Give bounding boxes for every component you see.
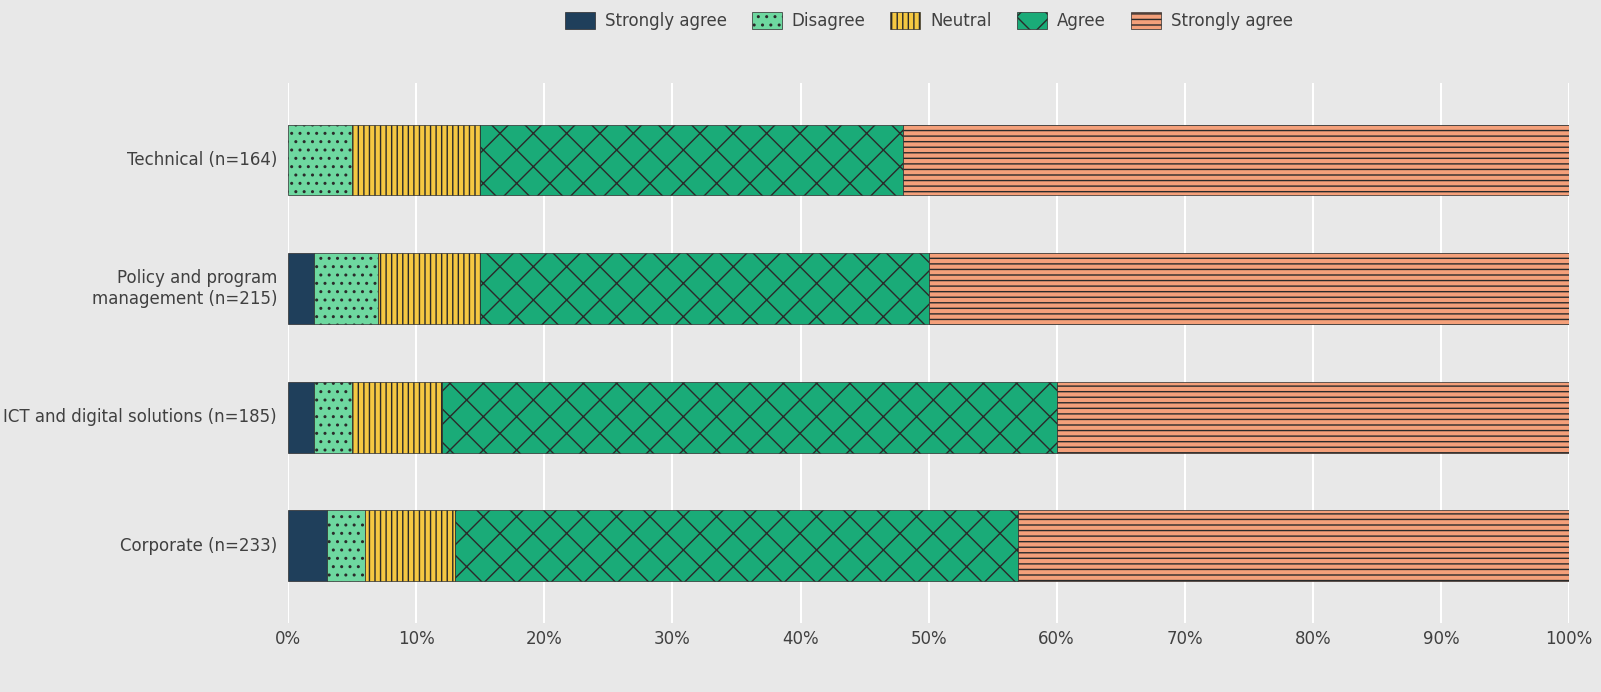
Bar — [480, 253, 929, 324]
Bar — [288, 382, 314, 453]
Legend: Strongly agree, Disagree, Neutral, Agree, Strongly agree: Strongly agree, Disagree, Neutral, Agree… — [557, 5, 1300, 37]
Bar — [352, 382, 442, 453]
Bar — [288, 253, 314, 324]
Bar — [442, 382, 1057, 453]
Bar — [314, 253, 378, 324]
Bar — [288, 511, 327, 581]
Bar — [929, 253, 1569, 324]
Bar — [480, 125, 903, 196]
Bar — [365, 511, 455, 581]
Bar — [352, 125, 480, 196]
Bar — [378, 253, 480, 324]
Bar — [1057, 382, 1569, 453]
Bar — [288, 125, 352, 196]
Bar — [327, 511, 365, 581]
Bar — [903, 125, 1569, 196]
Bar — [1018, 511, 1569, 581]
Bar — [455, 511, 1018, 581]
Bar — [314, 382, 352, 453]
